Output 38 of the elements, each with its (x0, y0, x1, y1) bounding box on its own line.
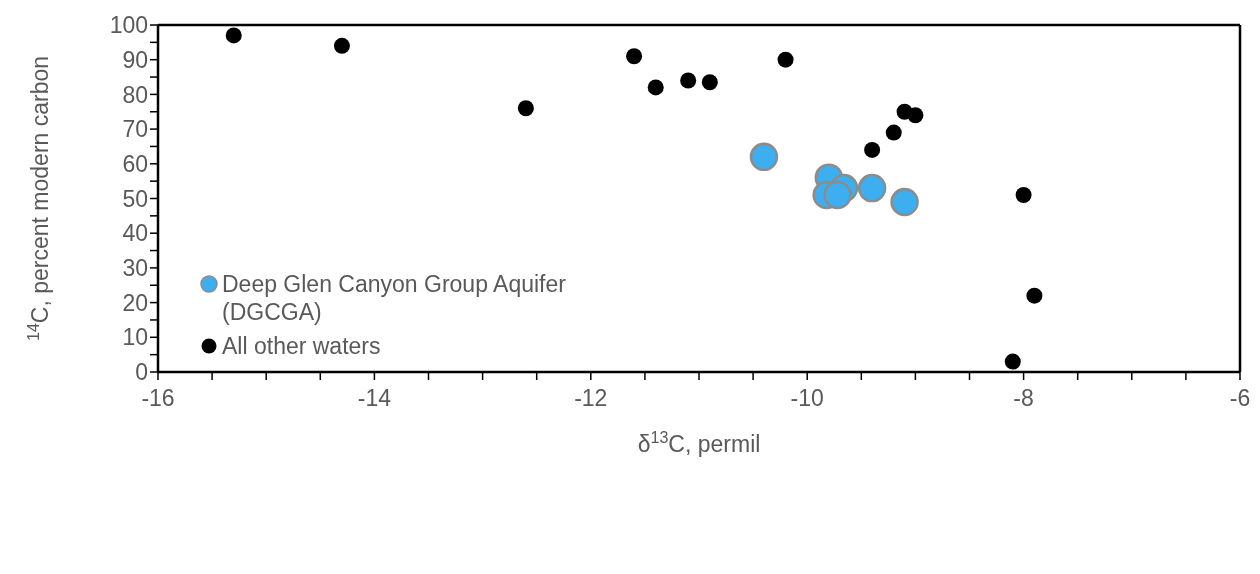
x-tick-label: -12 (574, 385, 608, 412)
point (1026, 287, 1043, 304)
x-tick-label: -16 (141, 385, 175, 412)
y-tick-label: 30 (122, 255, 148, 282)
point (857, 173, 887, 203)
point (1015, 187, 1032, 204)
y-tick-label: 40 (122, 220, 148, 247)
point (680, 72, 697, 89)
point (225, 27, 242, 44)
point (647, 79, 664, 96)
point (777, 51, 794, 68)
point (907, 107, 924, 124)
point (626, 48, 643, 65)
y-tick-label: 0 (135, 359, 148, 386)
y-tick-label: 50 (122, 185, 148, 212)
y-tick-label: 20 (122, 289, 148, 316)
point (885, 124, 902, 141)
legend-label: Deep Glen Canyon Group Aquifer (DGCGA) (222, 271, 566, 325)
x-tick-label: -10 (790, 385, 824, 412)
y-tick-label: 70 (122, 116, 148, 143)
point (701, 74, 718, 91)
y-tick-label: 100 (109, 12, 148, 39)
y-tick-label: 80 (122, 81, 148, 108)
x-tick-label: -8 (1013, 385, 1034, 412)
x-tick-label: -6 (1229, 385, 1251, 412)
point (1004, 353, 1021, 370)
x-axis-title: δ$^{13}$C, permil (637, 428, 761, 457)
point (864, 141, 881, 158)
point (890, 187, 919, 217)
y-tick-label: 10 (122, 324, 148, 351)
point (823, 180, 852, 210)
point (333, 37, 350, 54)
y-tick-label: 90 (122, 46, 148, 73)
point (517, 100, 534, 117)
point (749, 142, 779, 172)
y-tick-label: 60 (122, 150, 148, 177)
x-tick-label: -14 (357, 385, 392, 412)
legend-label: All other waters (222, 333, 381, 359)
